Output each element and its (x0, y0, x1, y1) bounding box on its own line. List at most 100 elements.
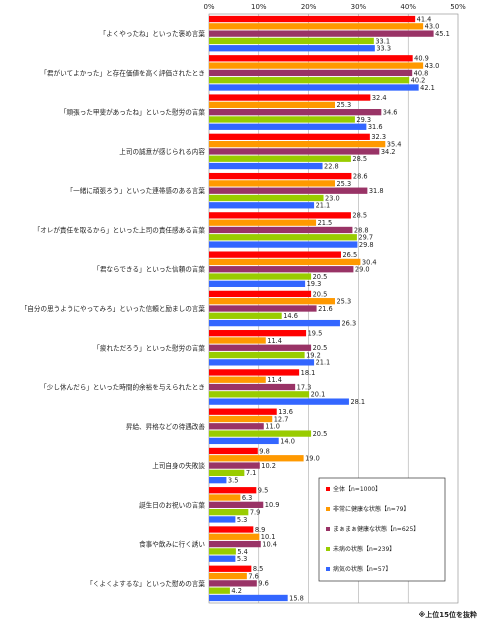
value-label: 25.3 (336, 298, 351, 306)
bar (209, 101, 335, 109)
value-label: 11.0 (265, 423, 280, 431)
value-label: 20.5 (313, 290, 328, 298)
legend-swatch (326, 527, 330, 531)
bar (209, 155, 351, 162)
bar (209, 23, 424, 30)
bar (209, 109, 382, 116)
value-label: 19.2 (306, 351, 321, 359)
value-label: 43.0 (425, 62, 440, 70)
bar (209, 376, 266, 383)
bar (209, 62, 424, 69)
value-label: 18.1 (301, 369, 316, 377)
value-label: 25.3 (336, 101, 351, 109)
category-label: 「くよくよするな」といった慰めの言葉 (86, 579, 205, 588)
category-label: 「君がいてよかった」と存在価値を高く評価されたとき (40, 68, 205, 77)
bar (209, 437, 279, 445)
bar (209, 55, 413, 62)
value-label: 45.1 (435, 30, 450, 38)
value-labels: 41.443.045.133.133.340.943.040.840.242.1… (228, 15, 450, 602)
value-label: 28.1 (350, 398, 365, 406)
value-label: 29.8 (359, 241, 374, 249)
category-label: 上司の誠意が感じられる内容 (119, 147, 205, 156)
value-label: 29.0 (355, 266, 370, 274)
category-label: 「頑張った甲斐があったね」といった慰労の言葉 (60, 108, 205, 117)
bar (209, 162, 323, 170)
bar (209, 369, 300, 376)
bar (209, 447, 258, 455)
bar (209, 580, 257, 587)
value-label: 12.7 (274, 415, 289, 423)
bar (209, 415, 273, 423)
bar (209, 487, 257, 494)
bar (209, 15, 416, 23)
bar (209, 555, 236, 562)
bar (209, 94, 371, 101)
legend-label: 非常に健康な状態【n=79】 (333, 505, 409, 513)
category-label: 誕生日のお祝いの言葉 (139, 500, 205, 509)
bar (209, 219, 317, 226)
value-label: 11.4 (267, 376, 282, 384)
value-label: 14.6 (283, 312, 298, 320)
x-tick-label: 10% (251, 3, 267, 11)
bar (209, 45, 375, 52)
value-label: 9.5 (258, 487, 269, 495)
value-label: 32.4 (372, 94, 387, 102)
bar (209, 241, 358, 248)
legend-box (318, 477, 446, 582)
value-label: 30.4 (362, 258, 377, 266)
value-label: 34.2 (381, 148, 396, 156)
value-label: 6.3 (242, 494, 253, 502)
value-label: 4.2 (231, 587, 242, 595)
bar (209, 140, 386, 148)
value-label: 8.9 (255, 526, 266, 534)
bar (209, 312, 282, 319)
legend-swatch (326, 487, 330, 491)
value-label: 42.1 (420, 84, 435, 92)
value-label: 17.3 (297, 383, 312, 391)
value-label: 10.9 (265, 501, 280, 509)
value-label: 21.6 (318, 305, 333, 313)
value-label: 40.2 (411, 77, 426, 85)
value-label: 8.5 (253, 565, 264, 573)
legend-label: まぁまぁ健康な状態【n=625】 (333, 525, 419, 533)
bar (209, 305, 317, 312)
bar (209, 540, 261, 548)
value-label: 13.6 (278, 408, 293, 416)
value-label: 7.1 (246, 469, 257, 477)
bar (209, 116, 355, 123)
value-label: 7.6 (248, 572, 259, 580)
value-label: 9.8 (259, 447, 270, 455)
category-label: 「自分の思うようにやってみろ」といった信頼と励ましの言葉 (21, 304, 206, 313)
category-label: 食事や飲みに行く誘い (139, 540, 205, 549)
value-label: 5.3 (237, 555, 248, 563)
bar (209, 501, 264, 508)
value-label: 7.9 (250, 508, 260, 516)
bar (209, 77, 410, 84)
value-label: 19.5 (308, 330, 323, 338)
bar (209, 298, 335, 305)
bar (209, 408, 277, 415)
bar (209, 258, 361, 266)
value-label: 28.8 (354, 226, 369, 234)
value-label: 26.3 (341, 319, 356, 327)
category-label: 「疲れただろう」といった慰労の言葉 (93, 343, 205, 352)
value-label: 21.5 (318, 219, 333, 227)
bar (209, 548, 236, 555)
value-label: 14.0 (280, 437, 295, 445)
bar (209, 30, 434, 37)
bar (209, 477, 227, 484)
x-tick-label: 50% (450, 3, 466, 11)
legend: 全体【n=1000】非常に健康な状態【n=79】まぁまぁ健康な状態【n=625】… (318, 477, 446, 582)
legend-swatch (326, 507, 330, 511)
value-label: 29.3 (356, 116, 371, 124)
value-label: 33.1 (375, 37, 390, 45)
bar (209, 266, 354, 273)
x-tick-label: 40% (400, 3, 416, 11)
x-tick-label: 30% (351, 3, 367, 11)
value-label: 41.4 (417, 15, 432, 23)
bar (209, 383, 296, 391)
value-label: 25.3 (336, 180, 351, 188)
legend-label: 全体【n=1000】 (333, 485, 381, 493)
bar (209, 187, 368, 194)
